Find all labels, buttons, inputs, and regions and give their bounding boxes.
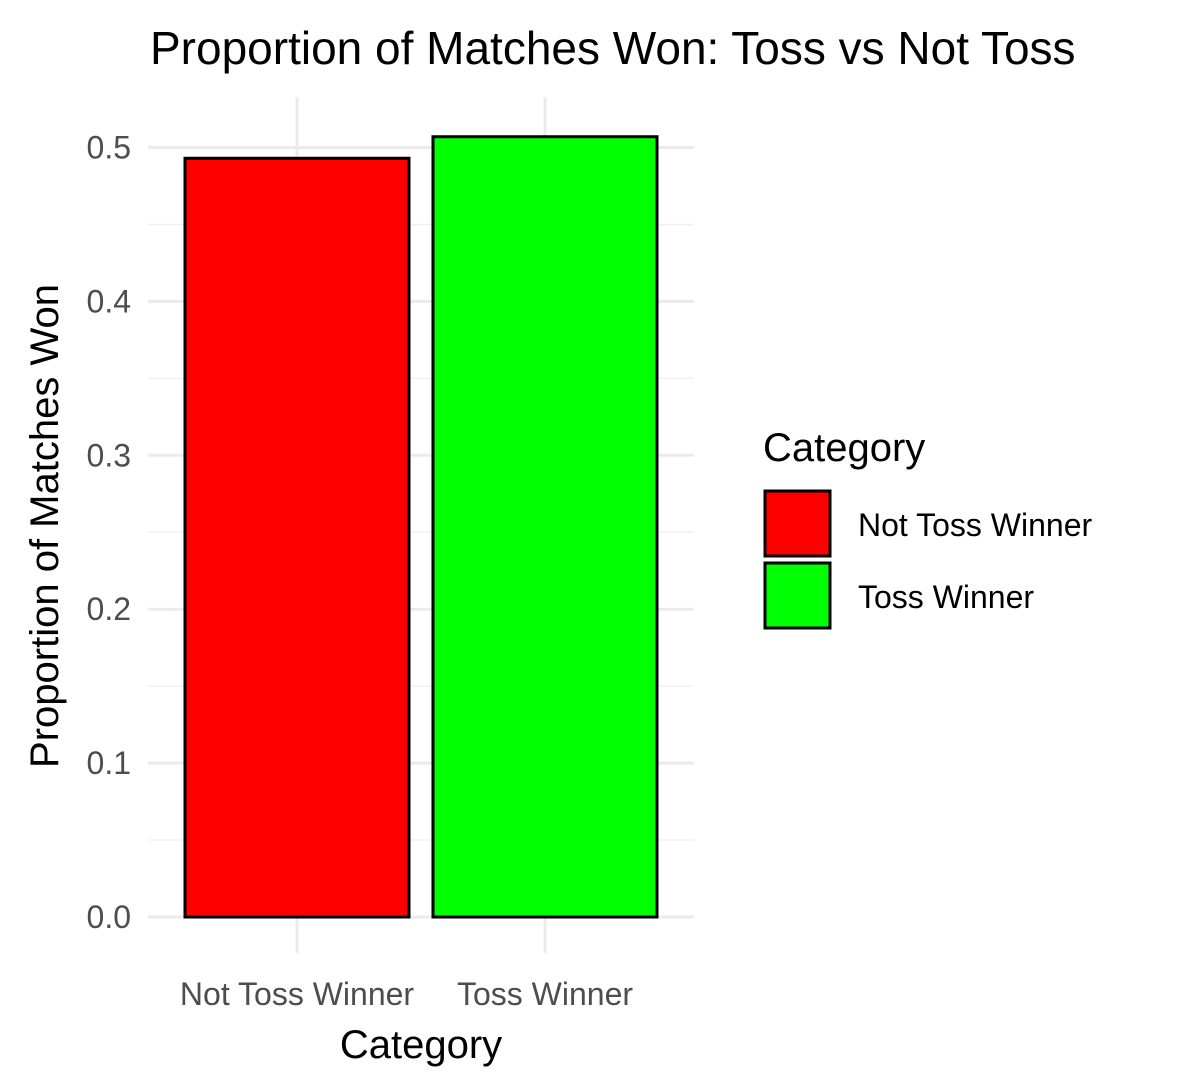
y-tick-label: 0.1 [87, 745, 131, 781]
y-axis-ticks: 0.0 0.1 0.2 0.3 0.4 0.5 [87, 130, 131, 936]
legend-items: Not Toss Winner Toss Winner [763, 489, 1093, 630]
bars [183, 135, 659, 919]
y-tick-label: 0.5 [87, 130, 131, 166]
y-tick-label: 0.3 [87, 437, 131, 473]
x-tick-label: Toss Winner [457, 976, 633, 1012]
legend-key [763, 561, 832, 630]
legend-label: Toss Winner [858, 579, 1034, 615]
legend: Category Not Toss Winner Toss Winner [763, 426, 1093, 630]
legend-label: Not Toss Winner [858, 507, 1093, 543]
chart-title: Proportion of Matches Won: Toss vs Not T… [150, 22, 1076, 74]
bar-not-toss-winner [183, 156, 411, 919]
y-tick-label: 0.4 [87, 283, 131, 319]
x-axis-ticks: Not Toss Winner Toss Winner [180, 976, 633, 1012]
legend-key [763, 489, 832, 558]
y-axis-title: Proportion of Matches Won [23, 284, 67, 768]
bar-toss-winner [431, 135, 659, 919]
x-axis-title: Category [340, 1023, 502, 1067]
y-tick-label: 0.2 [87, 591, 131, 627]
legend-title: Category [763, 426, 925, 470]
x-tick-label: Not Toss Winner [180, 976, 415, 1012]
y-tick-label: 0.0 [87, 899, 131, 935]
